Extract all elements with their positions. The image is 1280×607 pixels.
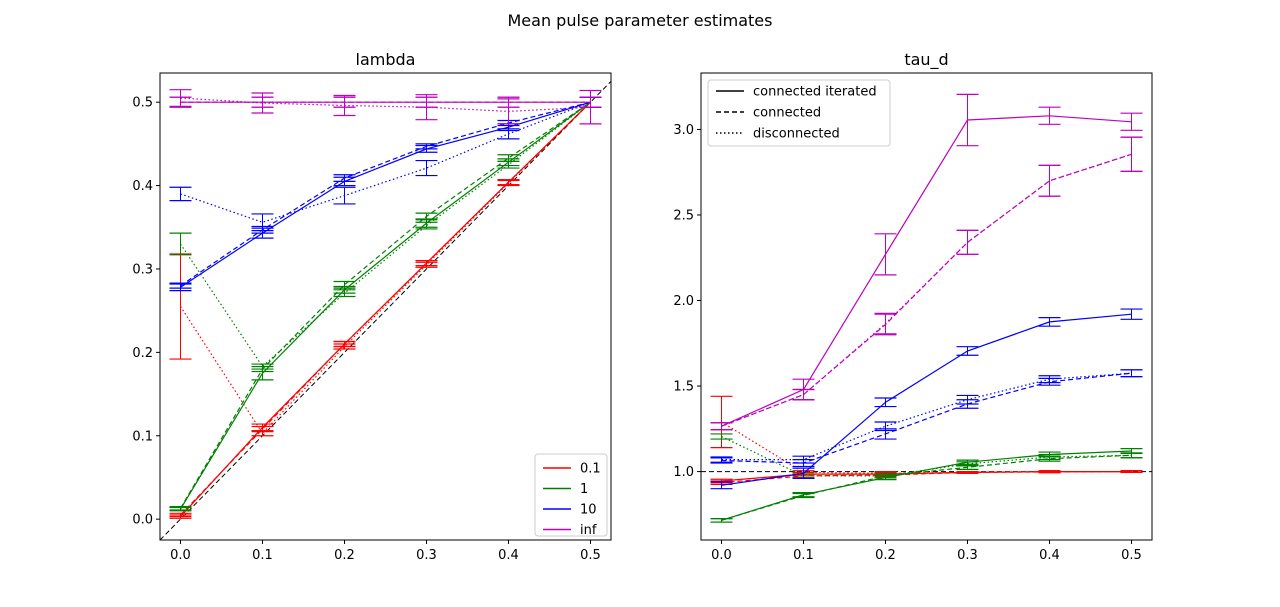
series-line (180, 101, 591, 223)
y-tick-label: 0.5 (132, 96, 153, 111)
legend-label-10: 10 (580, 503, 597, 518)
legend-label-1: 1 (580, 482, 588, 497)
x-tick-label: 0.2 (334, 548, 355, 563)
lambda-legend: 0.1 1 10 inf (534, 453, 608, 538)
y-tick-label: 0.2 (132, 346, 153, 361)
series-0.1-dotted (169, 96, 602, 437)
series-10-solid (169, 96, 602, 292)
series-10-solid (710, 308, 1143, 490)
series-0.1-solid (710, 470, 1143, 484)
series-line (180, 101, 591, 368)
series-line (721, 372, 1132, 461)
y-tick-label: 2.5 (673, 208, 694, 223)
x-tick-label: 0.4 (498, 548, 519, 563)
tau-d-series-layer (701, 93, 1152, 523)
legend-label-inf: inf (580, 523, 597, 538)
series-10-dotted (169, 96, 602, 232)
tau-d-title: tau_d (904, 50, 948, 70)
figure-suptitle: Mean pulse parameter estimates (508, 11, 773, 30)
x-tick-label: 0.1 (252, 548, 273, 563)
series-line (180, 101, 591, 518)
series-inf-dashed (710, 136, 1143, 431)
series-10-dashed (169, 96, 602, 289)
x-tick-label: 0.4 (1039, 548, 1060, 563)
series-1-dotted (169, 96, 602, 370)
lambda-axes-frame (159, 72, 612, 541)
series-1-solid (710, 448, 1143, 523)
series-10-dotted (710, 369, 1143, 464)
lambda-ticks: 0.0 0.1 0.2 0.3 0.4 0.5 0.0 0.1 0.2 0.3 0.4 0.5 (132, 96, 601, 563)
series-line (721, 421, 1132, 474)
tau-d-legend: connected iterated connected disconnected (707, 79, 891, 147)
tau-d-axes-frame (700, 72, 1153, 541)
x-tick-label: 0.2 (875, 548, 896, 563)
x-tick-label: 0.5 (1121, 548, 1142, 563)
series-line (721, 471, 1132, 484)
legend-label-dashed: connected (753, 106, 821, 121)
series-line (180, 97, 591, 113)
series-inf-dotted (169, 89, 602, 125)
legend-label-0.1: 0.1 (580, 462, 601, 477)
lambda-title: lambda (356, 50, 416, 69)
y-tick-label: 1.5 (673, 380, 694, 395)
panel-plot-area (701, 93, 1152, 523)
legend-box (707, 79, 891, 147)
series-line (179, 101, 591, 435)
series-inf-dotted (710, 136, 1143, 431)
y-tick-label: 1.0 (673, 465, 694, 480)
series-inf-solid (710, 93, 1143, 431)
x-tick-label: 0.3 (957, 548, 978, 563)
series-line (721, 454, 1132, 521)
panel-plot-area (160, 80, 611, 540)
series-line (180, 101, 591, 516)
y-tick-label: 3.0 (673, 123, 694, 138)
series-line (180, 101, 591, 288)
series-10-dashed (710, 369, 1143, 468)
series-line (721, 153, 1132, 427)
x-tick-label: 0.5 (580, 548, 601, 563)
x-tick-label: 0.3 (416, 548, 437, 563)
legend-label-dotted: disconnected (753, 127, 840, 142)
series-line (179, 101, 591, 510)
x-tick-label: 0.1 (793, 548, 814, 563)
series-line (721, 153, 1132, 427)
lambda-panel: lambda 0.0 0.1 0.2 0.3 0.4 0.5 0.0 0.1 0.2 0.3 0.4… (132, 50, 612, 563)
lambda-series-layer (160, 80, 611, 540)
tau-d-panel: tau_d 0.0 0.1 0.2 0.3 0.4 0.51.01.52.02.53.0 … (673, 50, 1153, 563)
series-0.1-dotted (710, 395, 1143, 476)
y-tick-label: 2.0 (673, 294, 694, 309)
series-line (179, 101, 591, 509)
legend-label-solid: connected iterated (753, 85, 877, 100)
series-line (180, 101, 591, 287)
y-tick-label: 0.4 (132, 179, 153, 194)
identity-reference-line (160, 80, 611, 540)
x-tick-label: 0.0 (711, 548, 732, 563)
series-line (721, 115, 1132, 427)
series-line (721, 313, 1132, 486)
y-tick-label: 0.0 (132, 513, 153, 528)
y-tick-label: 0.3 (132, 262, 153, 277)
tau-d-ticks: 0.0 0.1 0.2 0.3 0.4 0.5 1.0 1.5 2.0 2.5 3.0 (673, 123, 1142, 563)
series-line (721, 450, 1132, 521)
legend-box (534, 453, 608, 537)
x-tick-label: 0.0 (170, 548, 191, 563)
series-line (721, 372, 1132, 464)
y-tick-label: 0.1 (132, 429, 153, 444)
series-1-dashed (710, 452, 1143, 523)
